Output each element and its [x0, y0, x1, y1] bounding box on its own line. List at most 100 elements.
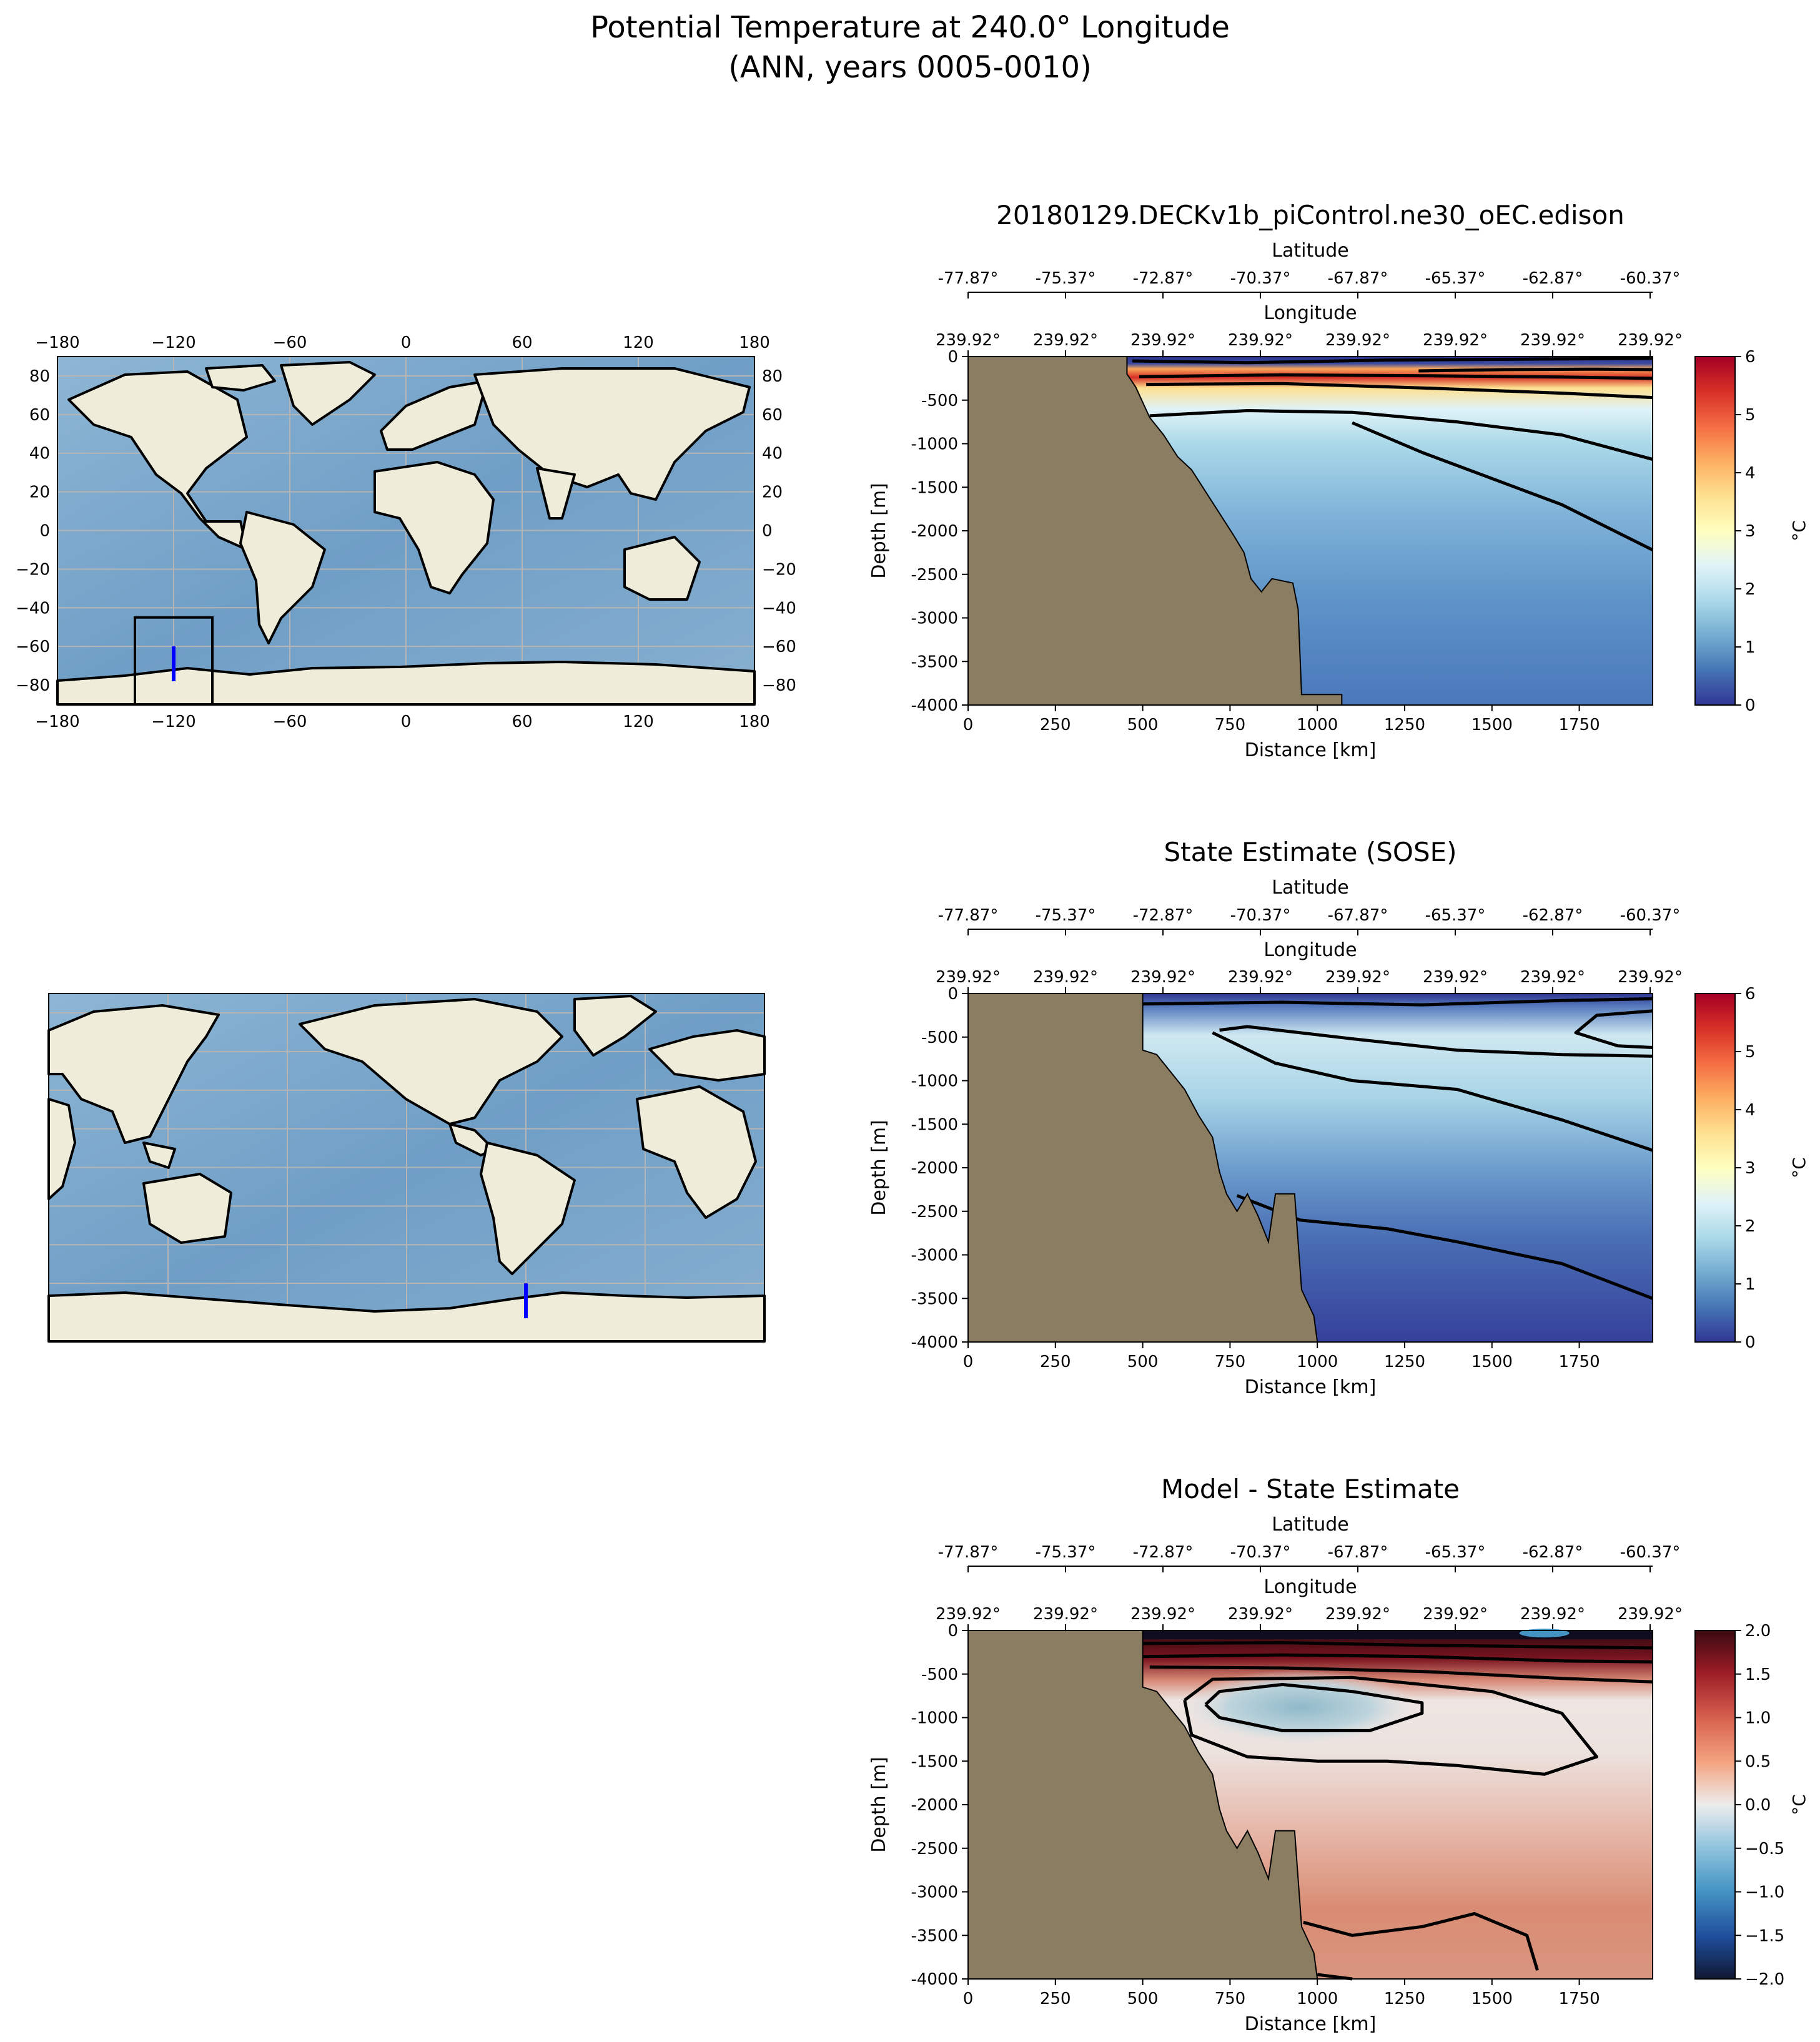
x-tick-label: 1750	[1558, 1990, 1600, 2008]
map1-lon-tick-bottom: 180	[739, 713, 770, 731]
latitude-tick-label: -62.87°	[1523, 1543, 1583, 1562]
x-tick-label: 750	[1215, 716, 1246, 734]
contour-line	[1352, 421, 1654, 551]
y-tick-label: -2000	[911, 1796, 958, 1815]
longitude-tick-label: 239.92°	[1520, 1605, 1585, 1624]
x-tick-label: 1500	[1471, 1990, 1513, 2008]
latitude-tick-label: -65.37°	[1425, 269, 1486, 288]
map1-lat-tick-right: −20	[762, 560, 796, 579]
panel-title: 20180129.DECKv1b_piControl.ne30_oEC.edis…	[996, 200, 1625, 230]
latitude-tick-label: -72.87°	[1133, 269, 1194, 288]
contour-line	[1149, 1665, 1653, 1684]
y-tick-label: -3000	[911, 1246, 958, 1265]
x-tick-label: 1250	[1384, 1353, 1425, 1371]
contour-line	[1142, 997, 1653, 1007]
map1-lat-tick-left: 80	[29, 367, 50, 386]
map1-lat-tick-left: 60	[29, 406, 50, 425]
map1-lon-tick-top: 0	[401, 333, 412, 352]
y-tick-label: -1000	[911, 435, 958, 454]
colorbar-tick-label: −1.0	[1745, 1883, 1784, 1902]
map-panel-1: −180 −180 −120 −120 −60 −60 0 0 60 60 120 120 180 180…	[16, 333, 796, 731]
figure-title-line2: (ANN, years 0005-0010)	[728, 50, 1092, 85]
surface-anomaly-band	[1142, 1630, 1653, 1639]
y-tick-label: -2000	[911, 522, 958, 541]
colorbar-tick-label: 2	[1745, 580, 1756, 599]
colorbar-tick-label: 5	[1745, 406, 1756, 425]
colorbar-tick-label: 1	[1745, 1275, 1756, 1294]
x-tick-label: 250	[1040, 716, 1071, 734]
panel-title: State Estimate (SOSE)	[1164, 837, 1456, 867]
x-tick-label: 1000	[1297, 716, 1338, 734]
map1-lat-tick-left: −80	[16, 676, 50, 695]
y-tick-label: -2000	[911, 1159, 958, 1178]
latitude-tick-label: -77.87°	[938, 1543, 999, 1562]
y-axis-label: Depth [m]	[868, 483, 890, 579]
longitude-tick-label: 239.92°	[936, 331, 1001, 350]
latitude-tick-label: -70.37°	[1230, 269, 1291, 288]
colorbar-tick-label: 0	[1745, 1333, 1756, 1352]
contour-line	[1139, 373, 1653, 380]
x-tick-label: 1000	[1297, 1990, 1338, 2008]
y-tick-label: -2500	[911, 1203, 958, 1221]
latitude-tick-label: -60.37°	[1620, 906, 1681, 925]
longitude-axis-label: Longitude	[1264, 939, 1357, 961]
colorbar-label: °C	[1789, 1157, 1809, 1178]
x-tick-label: 1000	[1297, 1353, 1338, 1371]
longitude-tick-label: 239.92°	[1618, 1605, 1683, 1624]
longitude-tick-label: 239.92°	[1033, 1605, 1098, 1624]
map1-lat-tick-left: −40	[16, 599, 50, 618]
latitude-tick-label: -75.37°	[1036, 1543, 1096, 1562]
colorbar-label: °C	[1789, 520, 1809, 541]
y-tick-label: -3500	[911, 1926, 958, 1945]
colorbar-tick-label: 5	[1745, 1043, 1756, 1062]
map1-tick-labels: −180 −180 −120 −120 −60 −60 0 0 60 60 120 120 180 180…	[16, 333, 796, 731]
x-tick-label: 500	[1127, 1353, 1159, 1371]
colorbar-tick-label: 2.0	[1745, 1622, 1771, 1640]
x-tick-label: 1500	[1471, 716, 1513, 734]
longitude-tick-label: 239.92°	[1228, 331, 1293, 350]
map1-lat-tick-right: 80	[762, 367, 783, 386]
latitude-axis-label: Latitude	[1272, 240, 1348, 262]
latitude-tick-label: -75.37°	[1036, 269, 1096, 288]
map1-lat-tick-left: −20	[16, 560, 50, 579]
x-tick-label: 500	[1127, 1990, 1159, 2008]
latitude-tick-label: -67.87°	[1328, 269, 1388, 288]
map1-lon-tick-bottom: 0	[401, 713, 412, 731]
region-box	[134, 616, 214, 706]
y-tick-label: -1500	[911, 478, 958, 497]
contour-line	[1132, 357, 1653, 365]
bathymetry-land	[967, 1630, 1318, 1980]
y-tick-label: 0	[947, 1622, 958, 1640]
latitude-tick-label: -75.37°	[1036, 906, 1096, 925]
y-tick-label: -2500	[911, 566, 958, 584]
y-tick-label: -500	[921, 1665, 958, 1684]
section-panel-difference: Model - State Estimate Latitude -77.87° -75…	[868, 1474, 1809, 2035]
colorbar-tick-label: 2	[1745, 1217, 1756, 1236]
x-tick-label: 1750	[1558, 716, 1600, 734]
map1-lon-tick-top: 180	[739, 333, 770, 352]
colorbar-tick-label: 6	[1745, 348, 1756, 367]
y-tick-label: -4000	[911, 696, 958, 715]
map1-lat-tick-right: 40	[762, 445, 783, 463]
colorbar-tick-label: 1	[1745, 638, 1756, 657]
x-tick-label: 1250	[1384, 1990, 1425, 2008]
longitude-axis-label: Longitude	[1264, 1576, 1357, 1598]
map1-lat-tick-right: −80	[762, 676, 796, 695]
map2-frame	[48, 993, 765, 1342]
colorbar-tick-label: 0	[1745, 696, 1756, 715]
x-axis-label: Distance [km]	[1245, 1376, 1377, 1398]
latitude-tick-label: -65.37°	[1425, 906, 1486, 925]
colorbar-tick-label: 1.5	[1745, 1665, 1771, 1684]
y-tick-label: -2500	[911, 1840, 958, 1858]
colorbar-tick-label: −1.5	[1745, 1926, 1784, 1945]
longitude-tick-label: 239.92°	[1130, 968, 1195, 987]
x-tick-label: 250	[1040, 1353, 1071, 1371]
x-axis-label: Distance [km]	[1245, 2013, 1377, 2035]
y-tick-label: -4000	[911, 1970, 958, 1989]
latitude-axis-label: Latitude	[1272, 877, 1348, 899]
latitude-tick-label: -60.37°	[1620, 1543, 1681, 1562]
colorbar-label: °C	[1789, 1794, 1809, 1815]
y-tick-label: -3000	[911, 1883, 958, 1902]
colorbar-tick-label: 3	[1745, 522, 1756, 541]
map1-lon-tick-top: 120	[623, 333, 654, 352]
